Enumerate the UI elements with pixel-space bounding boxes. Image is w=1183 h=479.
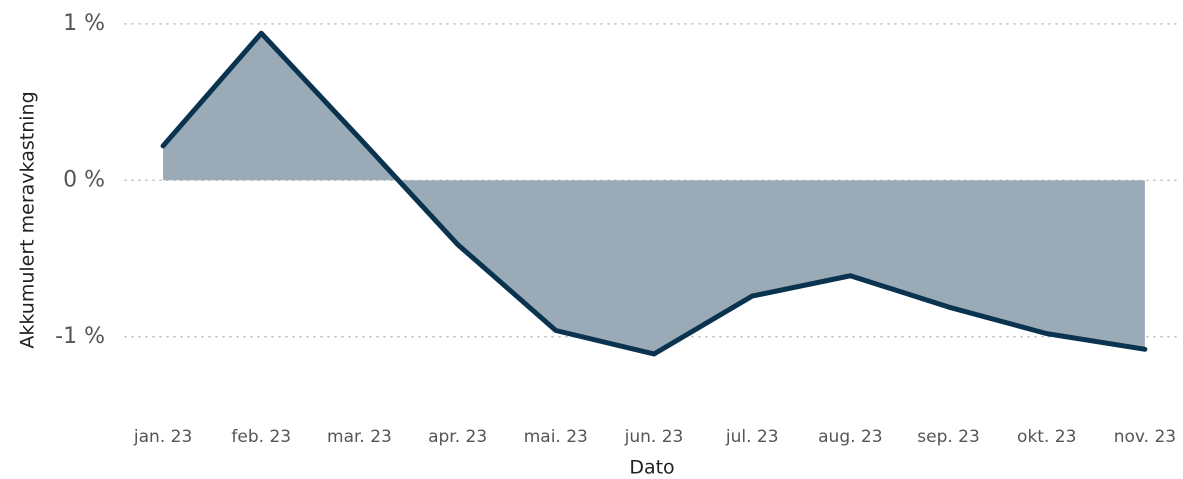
y-tick-label: 1 %: [63, 11, 105, 36]
x-tick-label: sep. 23: [917, 427, 980, 447]
x-tick-label: jan. 23: [133, 427, 192, 447]
x-tick-label: nov. 23: [1114, 427, 1176, 447]
y-axis-title: Akkumulert meravkastning: [17, 91, 39, 348]
x-tick-label: feb. 23: [231, 427, 291, 447]
x-tick-label: mar. 23: [327, 427, 392, 447]
x-tick-label: jun. 23: [624, 427, 684, 447]
y-tick-label: 0 %: [63, 167, 105, 192]
x-tick-label: okt. 23: [1017, 427, 1076, 447]
area-fill: [163, 33, 1145, 354]
x-tick-label: aug. 23: [818, 427, 882, 447]
y-tick-label: -1 %: [55, 324, 105, 349]
x-tick-label: jul. 23: [725, 427, 779, 447]
line: [160, 30, 1148, 357]
x-tick-label: mai. 23: [524, 427, 588, 447]
x-axis-title: Dato: [629, 457, 674, 479]
x-tick-label: apr. 23: [428, 427, 487, 447]
